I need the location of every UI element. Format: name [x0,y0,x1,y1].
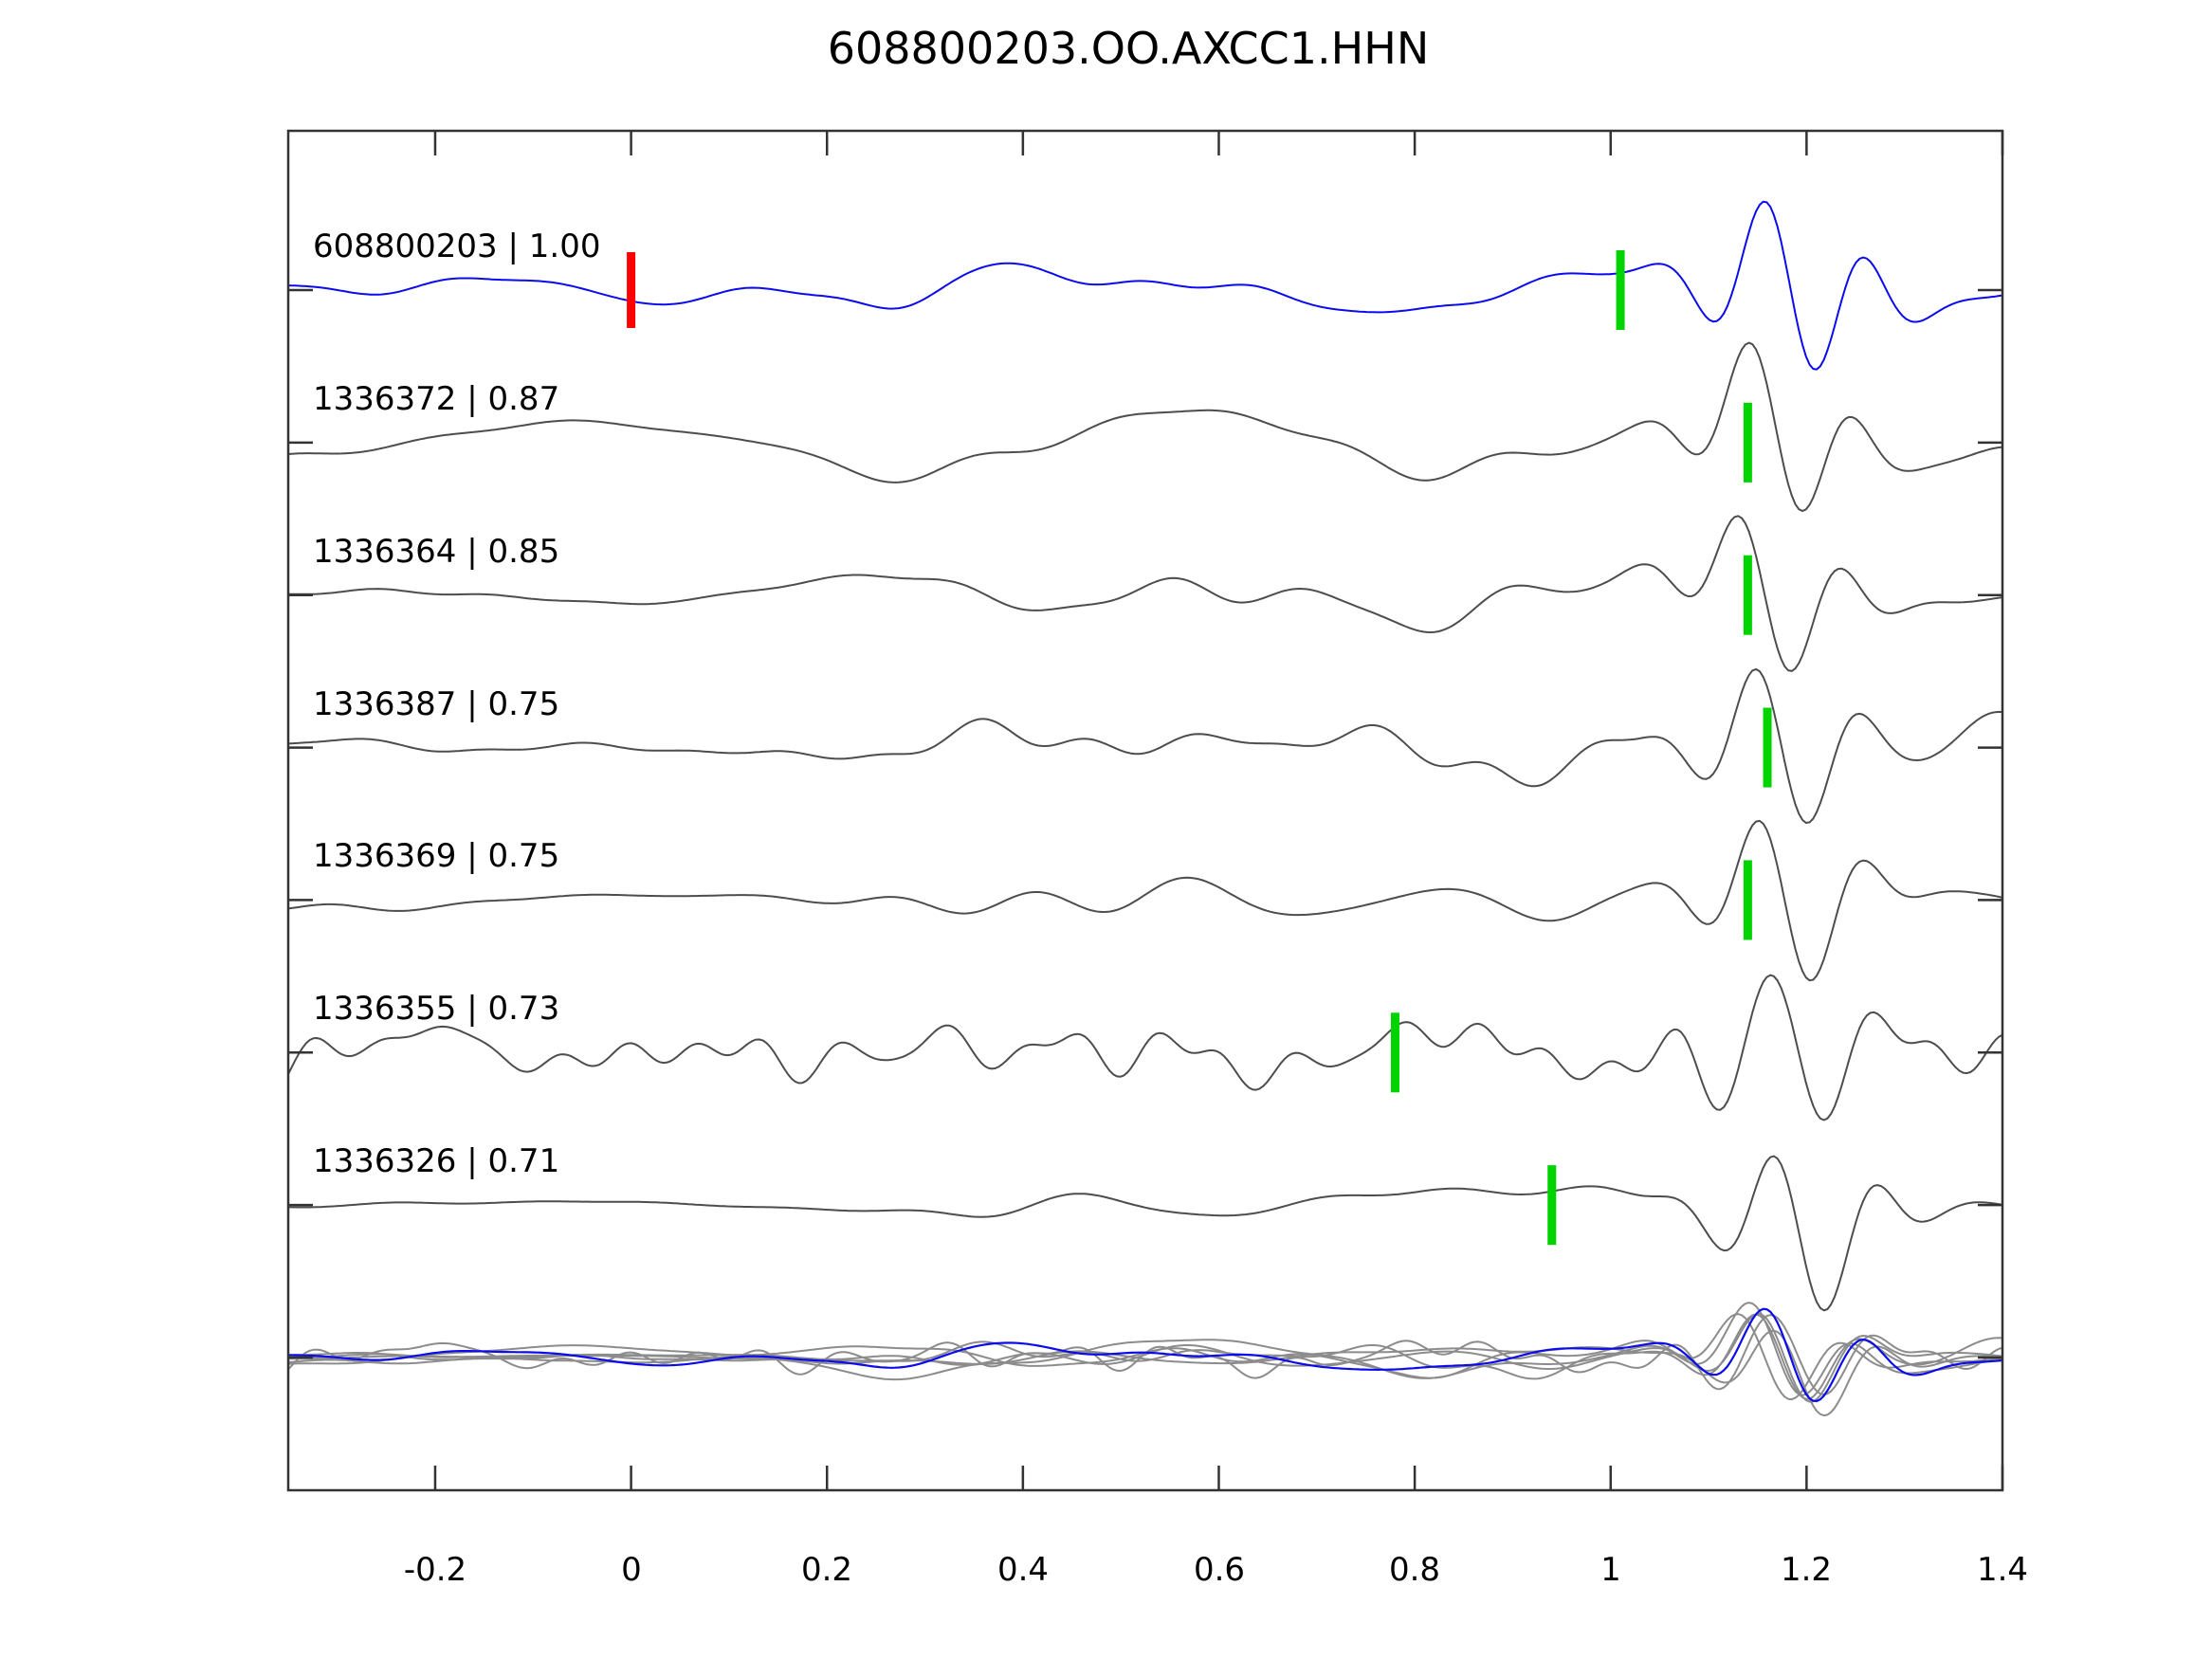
x-tick-label-5: 0.8 [1388,1551,1441,1589]
trace-label-detection-4: 1336369 | 0.75 [313,837,560,875]
overlay-trace-1336326 [287,1329,2003,1417]
overlay-trace-608800203 [286,1307,2004,1403]
x-tick-label-0: -0.2 [403,1551,467,1589]
x-tick-label-8: 1.4 [1976,1551,2029,1589]
waveform-trace-1336355 [287,974,2003,1121]
pick-marker-1336355-0 [1390,1012,1399,1093]
overlay-trace-1336372 [287,1302,2003,1396]
waveform-trace-1336364 [287,515,2003,672]
x-tick-label-3: 0.4 [996,1551,1050,1589]
waveform-trace-1336372 [287,341,2003,512]
x-tick-label-6: 1 [1600,1551,1621,1589]
pick-marker-608800203-0 [627,252,636,328]
waveform-trace-1336387 [287,667,2003,824]
trace-label-detection-1: 1336372 | 0.87 [313,380,560,418]
waveform-trace-608800203 [287,200,2003,371]
trace-label-template: 608800203 | 1.00 [313,228,601,265]
trace-label-detection-3: 1336387 | 0.75 [313,685,560,723]
x-tick-label-7: 1.2 [1780,1551,1833,1589]
waveform-trace-1336326 [287,1155,2003,1312]
x-tick-label-4: 0.6 [1193,1551,1246,1589]
pick-marker-1336364-0 [1743,555,1752,635]
pick-marker-1336326-0 [1547,1165,1557,1246]
chart-title: 608800203.OO.AXCC1.HHN [827,23,1430,74]
trace-label-detection-2: 1336364 | 0.85 [313,533,560,571]
axes-border [286,129,2004,1492]
pick-marker-1336372-0 [1743,402,1752,483]
x-tick-label-1: 0 [621,1551,642,1589]
pick-marker-608800203-1 [1616,250,1625,330]
pick-marker-1336387-0 [1763,707,1772,788]
trace-label-detection-6: 1336326 | 0.71 [313,1142,560,1180]
waveform-trace-1336369 [287,819,2003,982]
pick-marker-1336369-0 [1743,860,1752,940]
x-tick-label-2: 0.2 [800,1551,853,1589]
trace-label-detection-5: 1336355 | 0.73 [313,990,560,1028]
